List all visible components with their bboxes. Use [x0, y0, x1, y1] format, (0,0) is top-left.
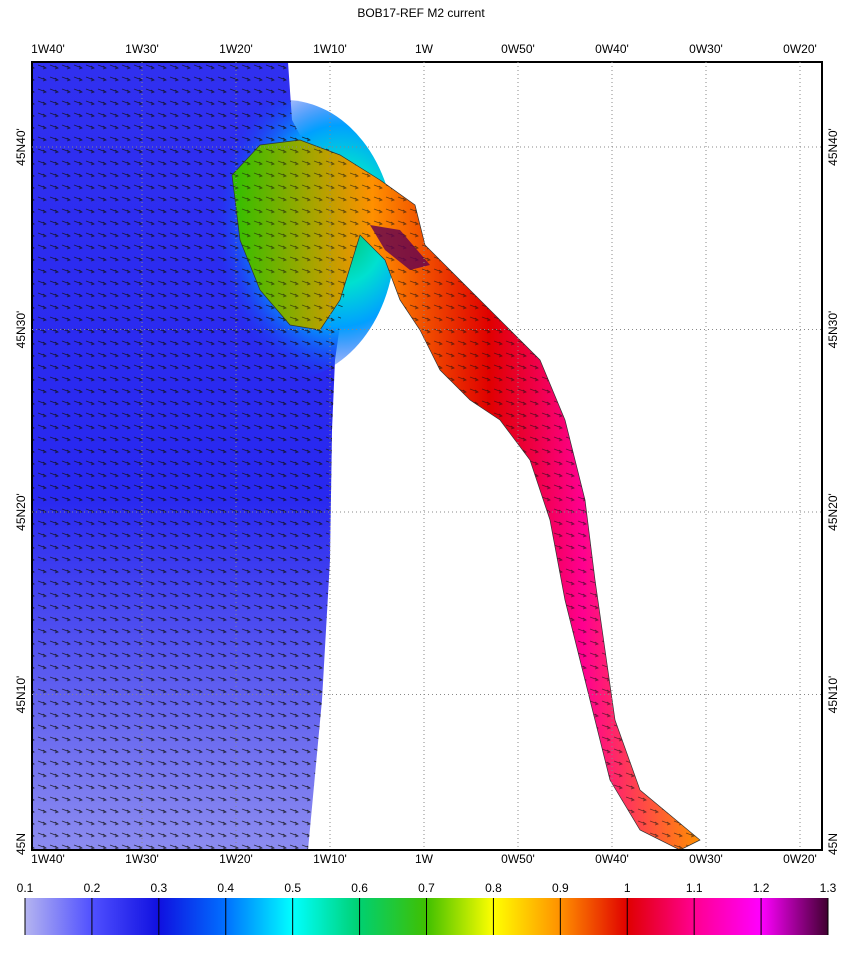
deep-channel [370, 225, 430, 270]
lat-label-left: 45N40' [14, 128, 28, 166]
lon-label-top: 1W20' [219, 42, 253, 56]
lon-label-top: 1W [415, 42, 434, 56]
estuary-arrows [232, 140, 700, 850]
colorbar-tick-label: 0.1 [17, 881, 34, 895]
lat-label-left: 45N [14, 833, 28, 855]
lon-label-top: 1W10' [313, 42, 347, 56]
colorbar-tick-label: 0.2 [84, 881, 101, 895]
colorbar-tick-label: 0.9 [552, 881, 569, 895]
lon-label-bottom: 1W [415, 852, 434, 866]
colorbar-tick-label: 1.2 [753, 881, 770, 895]
map-area [31, 61, 823, 851]
lon-label-top: 1W40' [31, 42, 65, 56]
lon-label-bottom: 1W30' [125, 852, 159, 866]
lat-label-right: 45N20' [826, 493, 840, 531]
lon-label-bottom: 0W40' [595, 852, 629, 866]
lat-label-left: 45N10' [14, 676, 28, 714]
colorbar-tick-label: 0.4 [217, 881, 234, 895]
lon-label-bottom: 1W10' [313, 852, 347, 866]
colorbar-tick-label: 0.7 [418, 881, 435, 895]
lon-label-bottom: 0W50' [501, 852, 535, 866]
colorbar-tick-label: 0.5 [284, 881, 301, 895]
lat-label-right: 45N30' [826, 311, 840, 349]
lon-label-top: 0W20' [783, 42, 817, 56]
lon-label-bottom: 0W20' [783, 852, 817, 866]
colorbar-tick-label: 0.8 [485, 881, 502, 895]
lat-label-right: 45N [826, 833, 840, 855]
colorbar-tick-label: 0.3 [150, 881, 167, 895]
lat-label-right: 45N40' [826, 128, 840, 166]
lon-label-bottom: 1W20' [219, 852, 253, 866]
colorbar-tick-label: 1 [624, 881, 631, 895]
lat-label-right: 45N10' [826, 676, 840, 714]
colorbar-tick-label: 1.3 [820, 881, 837, 895]
lon-label-bottom: 0W30' [689, 852, 723, 866]
colorbar-tick-label: 0.6 [351, 881, 368, 895]
lon-label-top: 0W30' [689, 42, 723, 56]
map-frame [31, 61, 823, 851]
lat-label-left: 45N30' [14, 311, 28, 349]
axis-labels: 1W40' 1W40' 1W30' 1W30' 1W20' 1W20' 1W10' 1W10'… [14, 42, 840, 866]
colorbar: 0.1 0.2 0.3 0.4 0.5 0.6 0.7 0.8 0.9 1 1.1 1.2 1.3 [17, 881, 837, 935]
lon-label-top: 0W50' [501, 42, 535, 56]
lon-label-bottom: 1W40' [31, 852, 65, 866]
lat-label-left: 45N20' [14, 493, 28, 531]
map-title: BOB17-REF M2 current [357, 6, 485, 20]
colorbar-tick-label: 1.1 [686, 881, 703, 895]
lon-label-top: 0W40' [595, 42, 629, 56]
lon-label-top: 1W30' [125, 42, 159, 56]
